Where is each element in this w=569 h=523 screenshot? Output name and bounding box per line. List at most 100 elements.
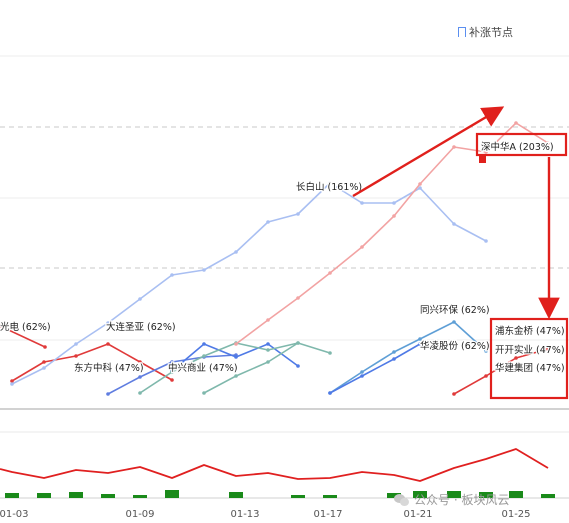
series-point-6-14	[452, 222, 456, 226]
annotation-label-3: 中兴商业 (47%)	[168, 362, 238, 374]
series-point-1-2	[74, 354, 78, 358]
annotation-label-6: 同兴环保 (62%)	[420, 304, 490, 316]
series-point-7-8	[484, 150, 488, 154]
series-point-6-4	[138, 297, 142, 301]
series-point-6-7	[234, 250, 238, 254]
supplement-node-text: 补涨节点	[469, 26, 513, 39]
series-point-6-6	[202, 268, 206, 272]
series-point-1-0	[10, 379, 14, 383]
series-point-7-0	[234, 342, 238, 346]
series-point-1-5	[170, 378, 174, 382]
volume-bar-13	[509, 491, 523, 498]
highlight-box-right	[489, 317, 569, 400]
series-point-9-2	[392, 357, 396, 361]
series-line-8	[329, 321, 487, 394]
series-point-6-3	[106, 321, 110, 325]
series-point-4-0	[138, 391, 142, 395]
bookmark-icon	[458, 27, 466, 40]
volume-bar-3	[101, 494, 115, 498]
series-point-10-3	[546, 347, 550, 351]
x-tick-label-0: 01-03	[0, 509, 29, 520]
annotation-label-7: 华凌股份 (62%)	[420, 340, 490, 352]
volume-bar-8	[323, 495, 337, 498]
annotation-label-4: 长白山 (161%)	[296, 181, 362, 193]
series-point-3-2	[234, 355, 238, 359]
series-point-9-3	[418, 342, 422, 346]
watermark-text: 公众号 · 板块风云	[414, 493, 510, 507]
x-tick-label-1: 01-09	[125, 509, 154, 520]
series-line-1	[11, 343, 173, 382]
supplement-node-label[interactable]: 补涨节点	[458, 24, 513, 40]
series-point-4-6	[328, 351, 332, 355]
series-point-10-2	[514, 356, 518, 360]
series-point-5-1	[234, 374, 238, 378]
annotation-label-5: 深中华A (203%)	[481, 141, 554, 153]
annotation-label-2: 东方中科 (47%)	[74, 362, 144, 374]
series-point-1-3	[106, 342, 110, 346]
annotation-label-9: 开开实业 (47%)	[495, 344, 565, 356]
series-point-0-1	[43, 345, 47, 349]
volume-bar-11	[447, 491, 461, 498]
series-point-10-1	[484, 374, 488, 378]
x-tick-label-5: 01-25	[501, 509, 530, 520]
series-point-7-2	[296, 296, 300, 300]
volume-bar-12	[479, 492, 493, 498]
series-line-0	[0, 325, 46, 348]
series-point-2-0	[106, 392, 110, 396]
series-point-6-0	[10, 382, 14, 386]
highlight-box-top	[475, 132, 568, 157]
wechat-icon	[394, 493, 410, 506]
series-point-7-10	[546, 141, 550, 145]
annotation-label-10: 华建集团 (47%)	[495, 362, 565, 374]
series-point-8-3	[418, 337, 422, 341]
series-point-1-1	[42, 360, 46, 364]
series-line-10	[453, 348, 549, 395]
series-point-8-5	[484, 349, 488, 353]
series-point-10-0	[452, 392, 456, 396]
series-line-7	[235, 122, 549, 345]
series-line-9	[329, 343, 421, 394]
series-point-7-9	[514, 121, 518, 125]
series-point-6-8	[266, 220, 270, 224]
series-point-7-7	[452, 145, 456, 149]
volume-bar-10	[413, 491, 427, 498]
series-point-3-4	[296, 364, 300, 368]
series-point-6-9	[296, 212, 300, 216]
volume-bar-2	[69, 492, 83, 498]
series-point-9-0	[328, 391, 332, 395]
lower-line	[0, 448, 549, 482]
series-point-6-11	[360, 201, 364, 205]
series-point-3-3	[266, 342, 270, 346]
series-point-9-1	[360, 374, 364, 378]
series-point-6-12	[392, 201, 396, 205]
series-point-4-4	[266, 348, 270, 352]
series-point-7-6	[418, 182, 422, 186]
series-point-6-15	[484, 239, 488, 243]
x-tick-label-3: 01-17	[313, 509, 342, 520]
series-point-6-2	[74, 342, 78, 346]
series-point-6-10	[328, 181, 332, 185]
volume-bar-5	[165, 490, 179, 498]
series-point-8-1	[360, 370, 364, 374]
series-point-2-1	[138, 375, 142, 379]
series-point-0-0	[0, 324, 2, 328]
x-tick-label-2: 01-13	[230, 509, 259, 520]
watermark: 公众号 · 板块风云	[394, 491, 509, 508]
series-line-6	[11, 182, 487, 385]
series-point-5-3	[296, 341, 300, 345]
volume-bar-6	[229, 492, 243, 498]
series-point-5-2	[266, 360, 270, 364]
volume-bar-4	[133, 495, 147, 498]
x-tick-label-4: 01-21	[403, 509, 432, 520]
annotation-label-8: 浦东金桥 (47%)	[495, 325, 565, 337]
series-point-6-1	[42, 366, 46, 370]
series-point-7-4	[360, 245, 364, 249]
volume-bar-0	[5, 493, 19, 498]
series-point-7-1	[266, 318, 270, 322]
series-point-5-0	[202, 391, 206, 395]
volume-bar-7	[291, 495, 305, 498]
series-point-4-1	[170, 370, 174, 374]
series-point-8-4	[452, 320, 456, 324]
series-point-7-5	[392, 214, 396, 218]
